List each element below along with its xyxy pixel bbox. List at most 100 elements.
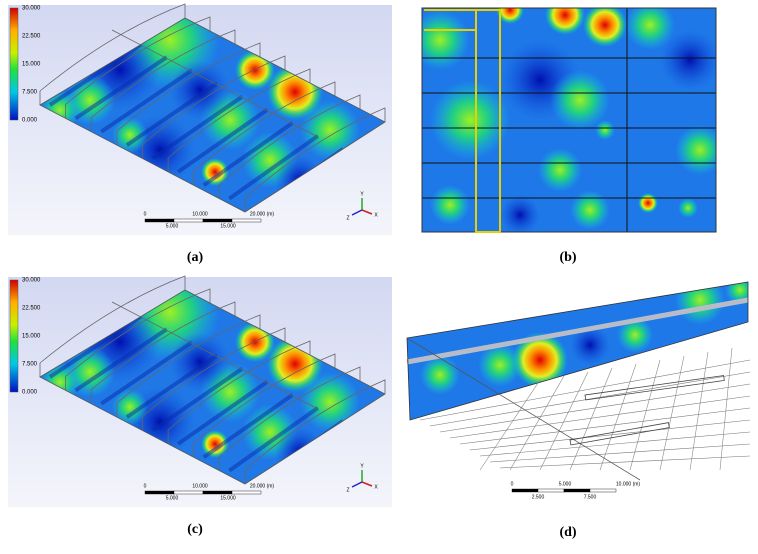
scale-label: 10.000: [192, 211, 208, 217]
axis-x: [361, 209, 373, 215]
wire: [469, 419, 751, 451]
wire: [509, 375, 565, 471]
scale-bar: [202, 218, 233, 223]
scale-label: 15.000: [220, 223, 236, 229]
scale-bar: [173, 218, 204, 223]
roof-frame: [116, 42, 261, 146]
scale-bar: [173, 490, 204, 495]
scale-label: 2.500: [532, 494, 545, 500]
heat-blob: [678, 198, 698, 218]
legend-label: 15.000: [22, 62, 41, 68]
scale-label: 5.000: [559, 481, 572, 487]
axis-label: Y: [360, 191, 364, 197]
roof-frame: [65, 288, 211, 391]
heat-blob: [595, 120, 615, 140]
flow-streak: [228, 134, 319, 201]
scale-label: 0: [511, 481, 514, 487]
wire: [489, 443, 751, 463]
legend-label: 7.500: [22, 362, 38, 368]
heat-blob: [430, 80, 510, 160]
panel: 30.000 22.500 15.000 7.500 0.000 0 10.000 20.00…: [8, 275, 392, 537]
heat-blob: [430, 185, 470, 225]
wire: [539, 371, 589, 471]
roof-frame: [39, 3, 186, 105]
scale-label: 20.000 (m): [250, 211, 275, 217]
heat-blob: [112, 389, 148, 425]
panel: 30.000 22.500 15.000 7.500 0.000 0 10.000 20.00…: [8, 3, 392, 265]
heat-blob: [112, 117, 148, 153]
flow-streak: [176, 108, 269, 174]
wire: [499, 455, 751, 469]
panel-label: (a): [187, 250, 204, 265]
legend-label: 0.000: [22, 118, 38, 124]
roof-frame: [116, 314, 261, 418]
scale-bar: [202, 490, 233, 495]
roof-frame: [39, 275, 186, 377]
scale-label: 5.000: [166, 223, 179, 229]
legend-label: 30.000: [22, 278, 41, 284]
flow-streak: [74, 327, 168, 393]
flow-streak: [74, 55, 168, 121]
legend-label: 30.000: [22, 6, 41, 12]
wire: [419, 359, 751, 421]
heat-blob: [660, 30, 716, 90]
scale-label: 20.000 (m): [250, 483, 275, 489]
roof-frame: [218, 94, 361, 199]
legend-label: 0.000: [22, 390, 38, 396]
heat-blob: [420, 355, 460, 395]
flow-streak: [176, 380, 269, 446]
truss: [584, 375, 725, 401]
wire: [406, 337, 641, 481]
roof-frame: [244, 379, 386, 484]
ridge: [111, 29, 319, 138]
truss: [569, 422, 670, 446]
heat-blob: [496, 8, 524, 24]
heat-blob: [570, 325, 610, 365]
roof-frame: [142, 55, 286, 159]
scale-label: 15.000: [220, 495, 236, 501]
axis-label: Z: [346, 215, 349, 221]
roof-frame: [167, 68, 311, 172]
panel-label: (b): [559, 250, 576, 265]
wire: [659, 355, 685, 471]
flow-streak: [228, 406, 319, 473]
panel-label: (d): [559, 525, 576, 540]
ridge: [111, 301, 319, 410]
heat-blob: [545, 8, 585, 35]
scale-label: 0: [144, 211, 147, 217]
heat-blob: [500, 195, 540, 232]
highlight: [424, 9, 501, 233]
colorbar: [9, 279, 19, 393]
scale-bar: [537, 488, 565, 493]
axis-x: [361, 481, 373, 487]
heatmap: [422, 8, 716, 232]
flow-streak: [151, 94, 244, 161]
scale-bar: [231, 490, 262, 495]
outline: [406, 281, 749, 421]
heat-blob: [201, 158, 229, 186]
heat-blob: [570, 190, 610, 230]
heat-blob: [538, 148, 582, 192]
scale-bar: [511, 488, 539, 493]
scale-bar: [144, 490, 175, 495]
scale-bar: [144, 218, 175, 223]
flow-streak: [48, 314, 143, 379]
scale-label: 10.000 (m): [616, 481, 641, 487]
axis-label: X: [374, 212, 378, 218]
roof-frame: [90, 301, 236, 404]
legend-label: 22.500: [22, 34, 41, 40]
scale-bar: [563, 488, 591, 493]
legend-label: 7.500: [22, 90, 38, 96]
roof-frame: [193, 81, 336, 186]
outline: [421, 7, 717, 233]
roof-frame: [167, 340, 311, 444]
heat-blob: [550, 70, 610, 130]
beam: [406, 297, 749, 365]
legend-label: 22.500: [22, 306, 41, 312]
roof-frame: [90, 29, 236, 132]
scale-label: 5.000: [166, 495, 179, 501]
heat-blob: [478, 343, 522, 387]
panel: 0 5.000 10.000 (m) 2.500 7.500 (d): [397, 275, 751, 540]
flow-streak: [202, 393, 294, 459]
